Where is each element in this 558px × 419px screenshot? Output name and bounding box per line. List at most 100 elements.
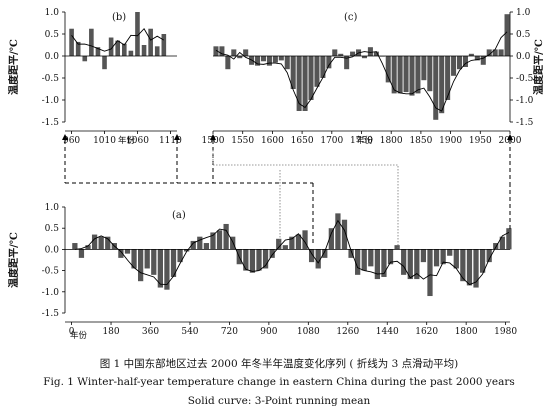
bar-c-0 [213, 46, 219, 56]
y-tick-label-b-4: -1.0 [42, 96, 60, 106]
bar-c-27 [373, 51, 379, 56]
bar-a-59 [460, 249, 466, 282]
bar-a-23 [223, 223, 229, 250]
bar-b-14 [161, 34, 167, 56]
bar-c-42 [462, 56, 468, 67]
x-tick-label-a-7: 1260 [336, 327, 359, 337]
bar-c-31 [397, 56, 403, 94]
x-tick-label-c-6: 1800 [380, 136, 403, 146]
bar-c-22 [344, 56, 350, 70]
bar-c-34 [415, 56, 421, 94]
bar-c-17 [314, 56, 320, 87]
bar-c-13 [290, 56, 296, 89]
bar-c-4 [237, 56, 243, 59]
dotted-connector-1500 [212, 150, 399, 248]
bar-c-48 [498, 49, 504, 56]
bar-c-21 [338, 53, 344, 56]
bar-a-17 [184, 249, 190, 252]
bar-a-56 [440, 249, 446, 265]
bar-a-33 [289, 236, 295, 250]
panel-a-chart: 1.0 0.5 0.0 -0.5 -1.0 -1.5 0 180 360 540 720 900 108… [7, 203, 517, 341]
bar-a-14 [164, 249, 170, 290]
bar-a-58 [453, 249, 459, 269]
bar-b-11 [141, 45, 147, 56]
bar-a-31 [276, 238, 282, 250]
x-tick-label-a-4: 720 [221, 327, 238, 337]
bar-b-4 [95, 47, 101, 56]
bar-a-46 [374, 249, 381, 280]
bar-a-39 [328, 228, 334, 250]
x-tick-label-a-6: 1080 [297, 327, 320, 337]
bar-a-0 [72, 243, 78, 250]
y-tick-label-a-3: -0.5 [42, 267, 60, 277]
bar-c-14 [296, 56, 302, 111]
y-tick-label-c-0: 1.0 [516, 8, 531, 18]
bar-a-47 [381, 249, 387, 277]
bar-a-27 [249, 249, 256, 273]
y-axis-title-b: 温度距平/℃ [7, 39, 20, 95]
x-tick-label-a-11: 1980 [494, 327, 517, 337]
bar-b-1 [75, 41, 81, 56]
x-tick-label-c-7: 1850 [409, 136, 432, 146]
bar-a-20 [203, 243, 210, 250]
bar-a-18 [190, 240, 196, 250]
x-tick-label-c-4: 1700 [320, 136, 343, 146]
bar-c-20 [332, 49, 338, 56]
caption-english: Fig. 1 Winter-half-year temperature chan… [43, 376, 515, 388]
y-tick-label-a-0: 1.0 [45, 203, 60, 213]
bar-c-29 [385, 56, 391, 83]
bar-c-23 [350, 51, 356, 56]
bar-c-38 [439, 56, 445, 114]
bar-c-26 [367, 47, 373, 56]
bar-c-45 [480, 56, 486, 65]
bar-c-41 [456, 56, 463, 70]
bar-b-13 [154, 46, 160, 56]
bar-a-50 [401, 249, 407, 275]
bar-b-12 [148, 28, 153, 56]
y-tick-label-b-0: 1.0 [45, 8, 60, 18]
bar-c-11 [278, 56, 284, 61]
bar-a-44 [361, 249, 367, 271]
bar-c-16 [308, 56, 314, 100]
x-tick-label-a-9: 1620 [415, 327, 438, 337]
bar-a-51 [407, 249, 413, 280]
bar-a-13 [157, 249, 163, 288]
x-tick-label-c-1: 1550 [231, 136, 254, 146]
bar-a-49 [394, 245, 400, 250]
bar-a-34 [295, 234, 302, 250]
x-axis-title-c: 年份 [356, 135, 374, 146]
bar-a-26 [243, 249, 249, 271]
y-axis-title-c: 温度距平/℃ [532, 39, 545, 95]
bar-b-7 [115, 40, 121, 56]
bar-a-29 [262, 249, 269, 269]
bar-a-54 [427, 249, 433, 297]
running-mean-line-c [215, 31, 508, 112]
y-tick-label-c-1: 0.5 [516, 30, 531, 40]
y-tick-label-c-2: 0.0 [516, 52, 531, 62]
bar-a-8 [124, 249, 131, 254]
bar-a-9 [131, 249, 137, 269]
y-tick-label-a-1: 0.5 [45, 224, 60, 234]
y-tick-label-a-4: -1.0 [42, 288, 60, 298]
bar-b-6 [108, 37, 114, 56]
bar-c-18 [320, 56, 326, 78]
bar-a-66 [506, 228, 512, 250]
x-tick-label-c-8: 1900 [439, 136, 462, 146]
bar-c-47 [492, 49, 498, 56]
bar-a-61 [473, 249, 479, 288]
x-tick-label-a-3: 540 [181, 327, 198, 337]
bar-a-57 [447, 249, 453, 256]
bar-c-36 [427, 56, 433, 92]
bar-c-39 [445, 56, 451, 100]
bar-a-22 [216, 230, 223, 250]
x-axis-title-b: 年份 [118, 135, 136, 146]
bar-c-9 [266, 56, 272, 66]
x-tick-label-c-5: 1750 [350, 136, 373, 146]
bar-c-19 [326, 56, 332, 69]
arrow-head-1110 [174, 134, 180, 140]
bar-a-55 [433, 249, 440, 267]
x-tick-label-c-2: 1600 [261, 136, 284, 146]
bar-c-43 [468, 53, 474, 56]
bar-c-7 [255, 56, 261, 66]
